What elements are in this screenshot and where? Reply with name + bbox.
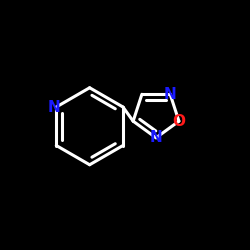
- Text: N: N: [150, 130, 162, 145]
- Text: N: N: [48, 100, 60, 114]
- Text: O: O: [172, 114, 186, 129]
- Text: N: N: [164, 87, 176, 102]
